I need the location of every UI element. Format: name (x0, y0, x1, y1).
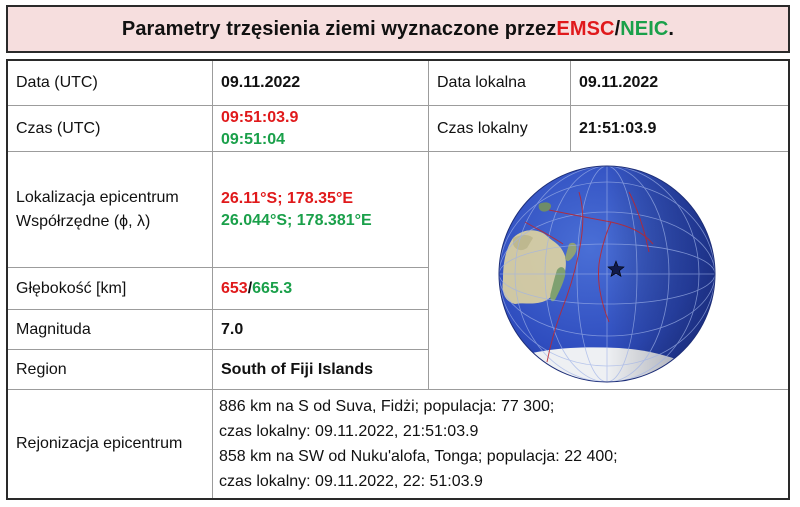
regionalization-values: 886 km na S od Suva, Fidżi; populacja: 7… (213, 390, 788, 498)
magnitude-label: Magnituda (16, 320, 91, 338)
time-utc-values: 09:51:03.9 09:51:04 (213, 106, 428, 151)
location-label-line2: Współrzędne (ϕ, λ) (16, 212, 151, 230)
depth-emsc: 653 (221, 279, 248, 297)
globe-map (429, 152, 788, 389)
time-local-value: 21:51:03.9 (579, 119, 657, 137)
parameters-table: Data (UTC) 09.11.2022 Data lokalna 09.11… (6, 59, 790, 500)
location-values: 26.11°S; 178.35°E 26.044°S; 178.381°E (213, 152, 428, 267)
region-value: South of Fiji Islands (221, 360, 373, 378)
regionalization-line1: 886 km na S od Suva, Fidżi; populacja: 7… (219, 398, 555, 415)
epicenter-star-icon (607, 260, 625, 277)
regionalization-line4: czas lokalny: 09.11.2022, 22: 51:03.9 (219, 473, 483, 490)
depth-separator: / (247, 279, 253, 297)
depth-neic: 665.3 (252, 279, 293, 297)
magnitude-value: 7.0 (221, 320, 244, 338)
time-utc-label: Czas (UTC) (16, 119, 101, 137)
regionalization-line3: 858 km na SW od Nuku'alofa, Tonga; popul… (219, 448, 618, 465)
date-local-value: 09.11.2022 (579, 74, 659, 91)
title-prefix: Parametry trzęsienia ziemi wyznaczone pr… (121, 17, 557, 40)
location-emsc: 26.11°S; 178.35°E (221, 189, 354, 207)
regionalization-label: Rejonizacja epicentrum (16, 435, 183, 452)
title-emsc: EMSC (556, 17, 615, 40)
location-label-line1: Lokalizacja epicentrum (16, 188, 179, 206)
depth-values: 653/665.3 (213, 268, 428, 309)
time-local-label: Czas lokalny (437, 119, 528, 137)
depth-label: Głębokość [km] (16, 279, 127, 297)
date-local-label: Data lokalna (437, 74, 526, 91)
globe-map-icon (498, 165, 716, 383)
date-utc-label: Data (UTC) (16, 74, 98, 91)
time-utc-emsc: 09:51:03.9 (221, 108, 299, 126)
page-title: Parametry trzęsienia ziemi wyznaczone pr… (6, 5, 790, 53)
title-slash: / (614, 17, 621, 40)
date-utc-value: 09.11.2022 (221, 74, 301, 91)
title-neic: NEIC (620, 17, 669, 40)
regionalization-line2: czas lokalny: 09.11.2022, 21:51:03.9 (219, 423, 479, 440)
region-label: Region (16, 360, 67, 378)
time-utc-neic: 09:51:04 (221, 130, 286, 148)
location-label: Lokalizacja epicentrum Współrzędne (ϕ, λ… (8, 152, 212, 267)
title-suffix: . (668, 17, 675, 40)
location-neic: 26.044°S; 178.381°E (221, 211, 372, 229)
